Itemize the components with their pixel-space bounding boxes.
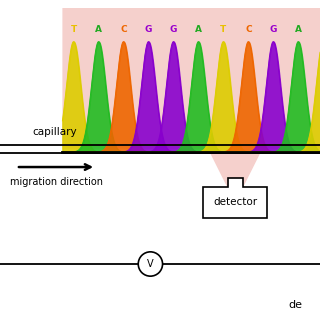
Text: G: G: [145, 25, 152, 34]
Polygon shape: [203, 178, 267, 218]
Text: T: T: [70, 25, 77, 34]
Circle shape: [138, 252, 163, 276]
Text: C: C: [245, 25, 252, 34]
Text: V: V: [147, 259, 154, 269]
Polygon shape: [62, 8, 320, 187]
Text: capillary: capillary: [32, 127, 76, 137]
Text: migration direction: migration direction: [10, 177, 103, 187]
Text: A: A: [295, 25, 302, 34]
Text: de: de: [288, 300, 302, 310]
Text: C: C: [120, 25, 127, 34]
Text: T: T: [220, 25, 227, 34]
Text: A: A: [95, 25, 102, 34]
Text: detector: detector: [213, 197, 257, 207]
Text: G: G: [170, 25, 177, 34]
Text: A: A: [195, 25, 202, 34]
Text: G: G: [269, 25, 277, 34]
